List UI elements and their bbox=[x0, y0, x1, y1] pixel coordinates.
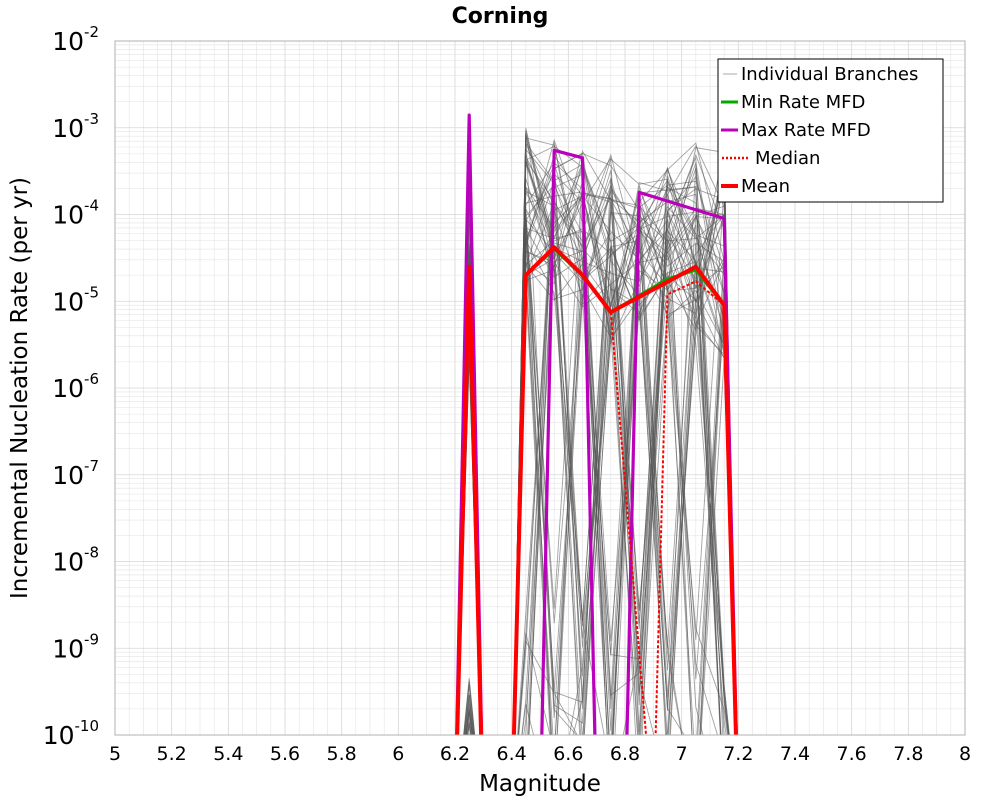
legend-box bbox=[717, 58, 944, 203]
branch-line bbox=[456, 191, 730, 735]
y-tick-labels: 10-10 10-9 10-8 10-7 10-6 10-5 10-4 10-3 10-2 bbox=[43, 23, 99, 750]
branch-line bbox=[456, 168, 737, 735]
branch-line bbox=[465, 145, 737, 735]
y-tick-label: 10-8 bbox=[52, 544, 99, 577]
y-tick-label: 10-2 bbox=[52, 23, 99, 56]
x-tick-label: 6 bbox=[392, 743, 404, 765]
branch-line bbox=[456, 173, 721, 735]
legend-label-max-rate: Max Rate MFD bbox=[741, 120, 871, 141]
x-tick-label: 5.2 bbox=[157, 743, 187, 765]
x-tick-label: 7.2 bbox=[723, 743, 753, 765]
branch-line bbox=[466, 147, 737, 735]
x-tick-label: 5.4 bbox=[213, 743, 243, 765]
x-tick-label: 6.6 bbox=[553, 743, 583, 765]
y-tick-label: 10-10 bbox=[43, 717, 99, 750]
y-tick-label: 10-3 bbox=[52, 110, 99, 143]
branch-line bbox=[513, 190, 737, 735]
chart-title: Corning bbox=[452, 4, 549, 29]
x-tick-label: 7.8 bbox=[893, 743, 923, 765]
x-tick-label: 5 bbox=[109, 743, 121, 765]
x-tick-label: 7.6 bbox=[837, 743, 867, 765]
branch-line bbox=[456, 133, 737, 735]
legend-label-min-rate: Min Rate MFD bbox=[741, 92, 865, 113]
branch-line bbox=[518, 157, 737, 735]
x-tick-label: 5.8 bbox=[327, 743, 357, 765]
y-axis-label: Incremental Nucleation Rate (per yr) bbox=[7, 177, 33, 599]
y-tick-label: 10-7 bbox=[52, 457, 99, 490]
x-tick-label: 6.8 bbox=[610, 743, 640, 765]
x-tick-label: 6.4 bbox=[497, 743, 527, 765]
x-axis-label: Magnitude bbox=[479, 771, 601, 797]
branch-line bbox=[456, 165, 730, 735]
branch-line bbox=[465, 153, 737, 735]
branch-line bbox=[457, 141, 737, 735]
x-tick-label: 5.6 bbox=[270, 743, 300, 765]
branch-line bbox=[457, 143, 737, 735]
legend: Individual Branches Min Rate MFD Max Rat… bbox=[717, 58, 944, 203]
x-tick-label: 7 bbox=[676, 743, 688, 765]
branch-line bbox=[463, 162, 737, 735]
y-tick-label: 10-9 bbox=[52, 630, 99, 663]
x-tick-label: 8 bbox=[959, 743, 971, 765]
y-tick-label: 10-5 bbox=[52, 283, 99, 316]
branch-line bbox=[456, 169, 737, 735]
y-tick-label: 10-4 bbox=[52, 197, 99, 230]
legend-label-mean: Mean bbox=[741, 176, 790, 197]
branch-line bbox=[513, 135, 730, 735]
series-lines bbox=[455, 113, 738, 735]
x-tick-labels: 5 5.2 5.4 5.6 5.8 6 6.2 6.4 6.6 6.8 7 7.2 7.4 7.6 7.8 8 bbox=[109, 743, 971, 765]
x-tick-label: 7.4 bbox=[780, 743, 810, 765]
branch-line bbox=[465, 158, 737, 735]
branch-line bbox=[456, 182, 722, 735]
series-line-median bbox=[456, 248, 737, 735]
branch-line bbox=[456, 177, 737, 735]
branch-line bbox=[467, 229, 737, 735]
plot-frame bbox=[114, 40, 966, 736]
y-tick-label: 10-6 bbox=[52, 370, 99, 403]
legend-label-individual-branches: Individual Branches bbox=[741, 64, 918, 85]
legend-label-median: Median bbox=[755, 148, 820, 169]
branch-line bbox=[468, 163, 737, 735]
x-tick-label: 6.2 bbox=[440, 743, 470, 765]
